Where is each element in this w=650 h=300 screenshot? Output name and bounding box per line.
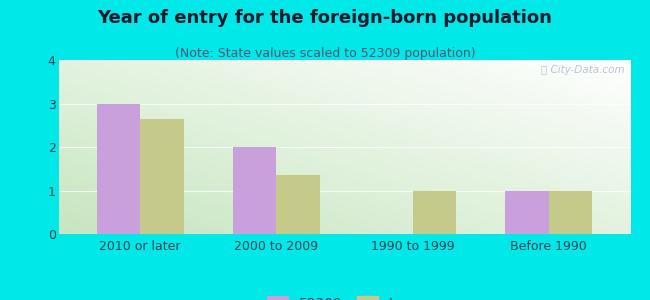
Bar	[97, 103, 140, 234]
Legend: 52309, Iowa: 52309, Iowa	[261, 289, 428, 300]
Text: ⓘ City-Data.com: ⓘ City-Data.com	[541, 65, 625, 75]
Bar	[276, 175, 320, 234]
Text: (Note: State values scaled to 52309 population): (Note: State values scaled to 52309 popu…	[175, 46, 475, 59]
Bar	[549, 190, 592, 234]
Bar	[233, 147, 276, 234]
Bar	[505, 190, 549, 234]
Text: Year of entry for the foreign-born population: Year of entry for the foreign-born popul…	[98, 9, 552, 27]
Bar	[413, 190, 456, 234]
Bar	[140, 119, 184, 234]
